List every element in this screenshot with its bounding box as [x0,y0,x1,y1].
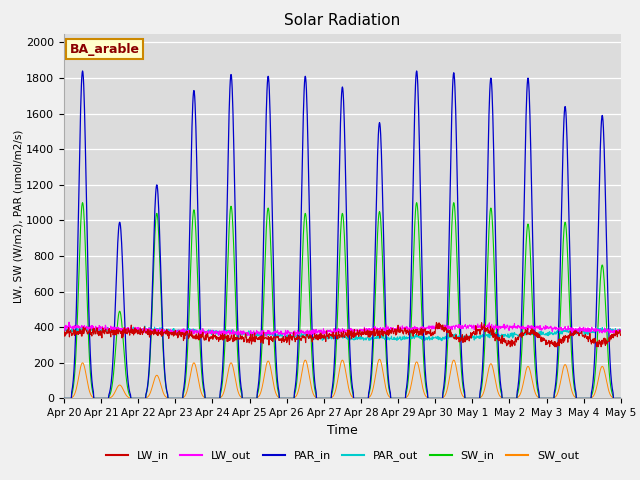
Text: BA_arable: BA_arable [70,43,140,56]
Legend: LW_in, LW_out, PAR_in, PAR_out, SW_in, SW_out: LW_in, LW_out, PAR_in, PAR_out, SW_in, S… [102,446,583,466]
Y-axis label: LW, SW (W/m2), PAR (umol/m2/s): LW, SW (W/m2), PAR (umol/m2/s) [13,129,24,303]
Title: Solar Radiation: Solar Radiation [284,13,401,28]
X-axis label: Time: Time [327,424,358,437]
